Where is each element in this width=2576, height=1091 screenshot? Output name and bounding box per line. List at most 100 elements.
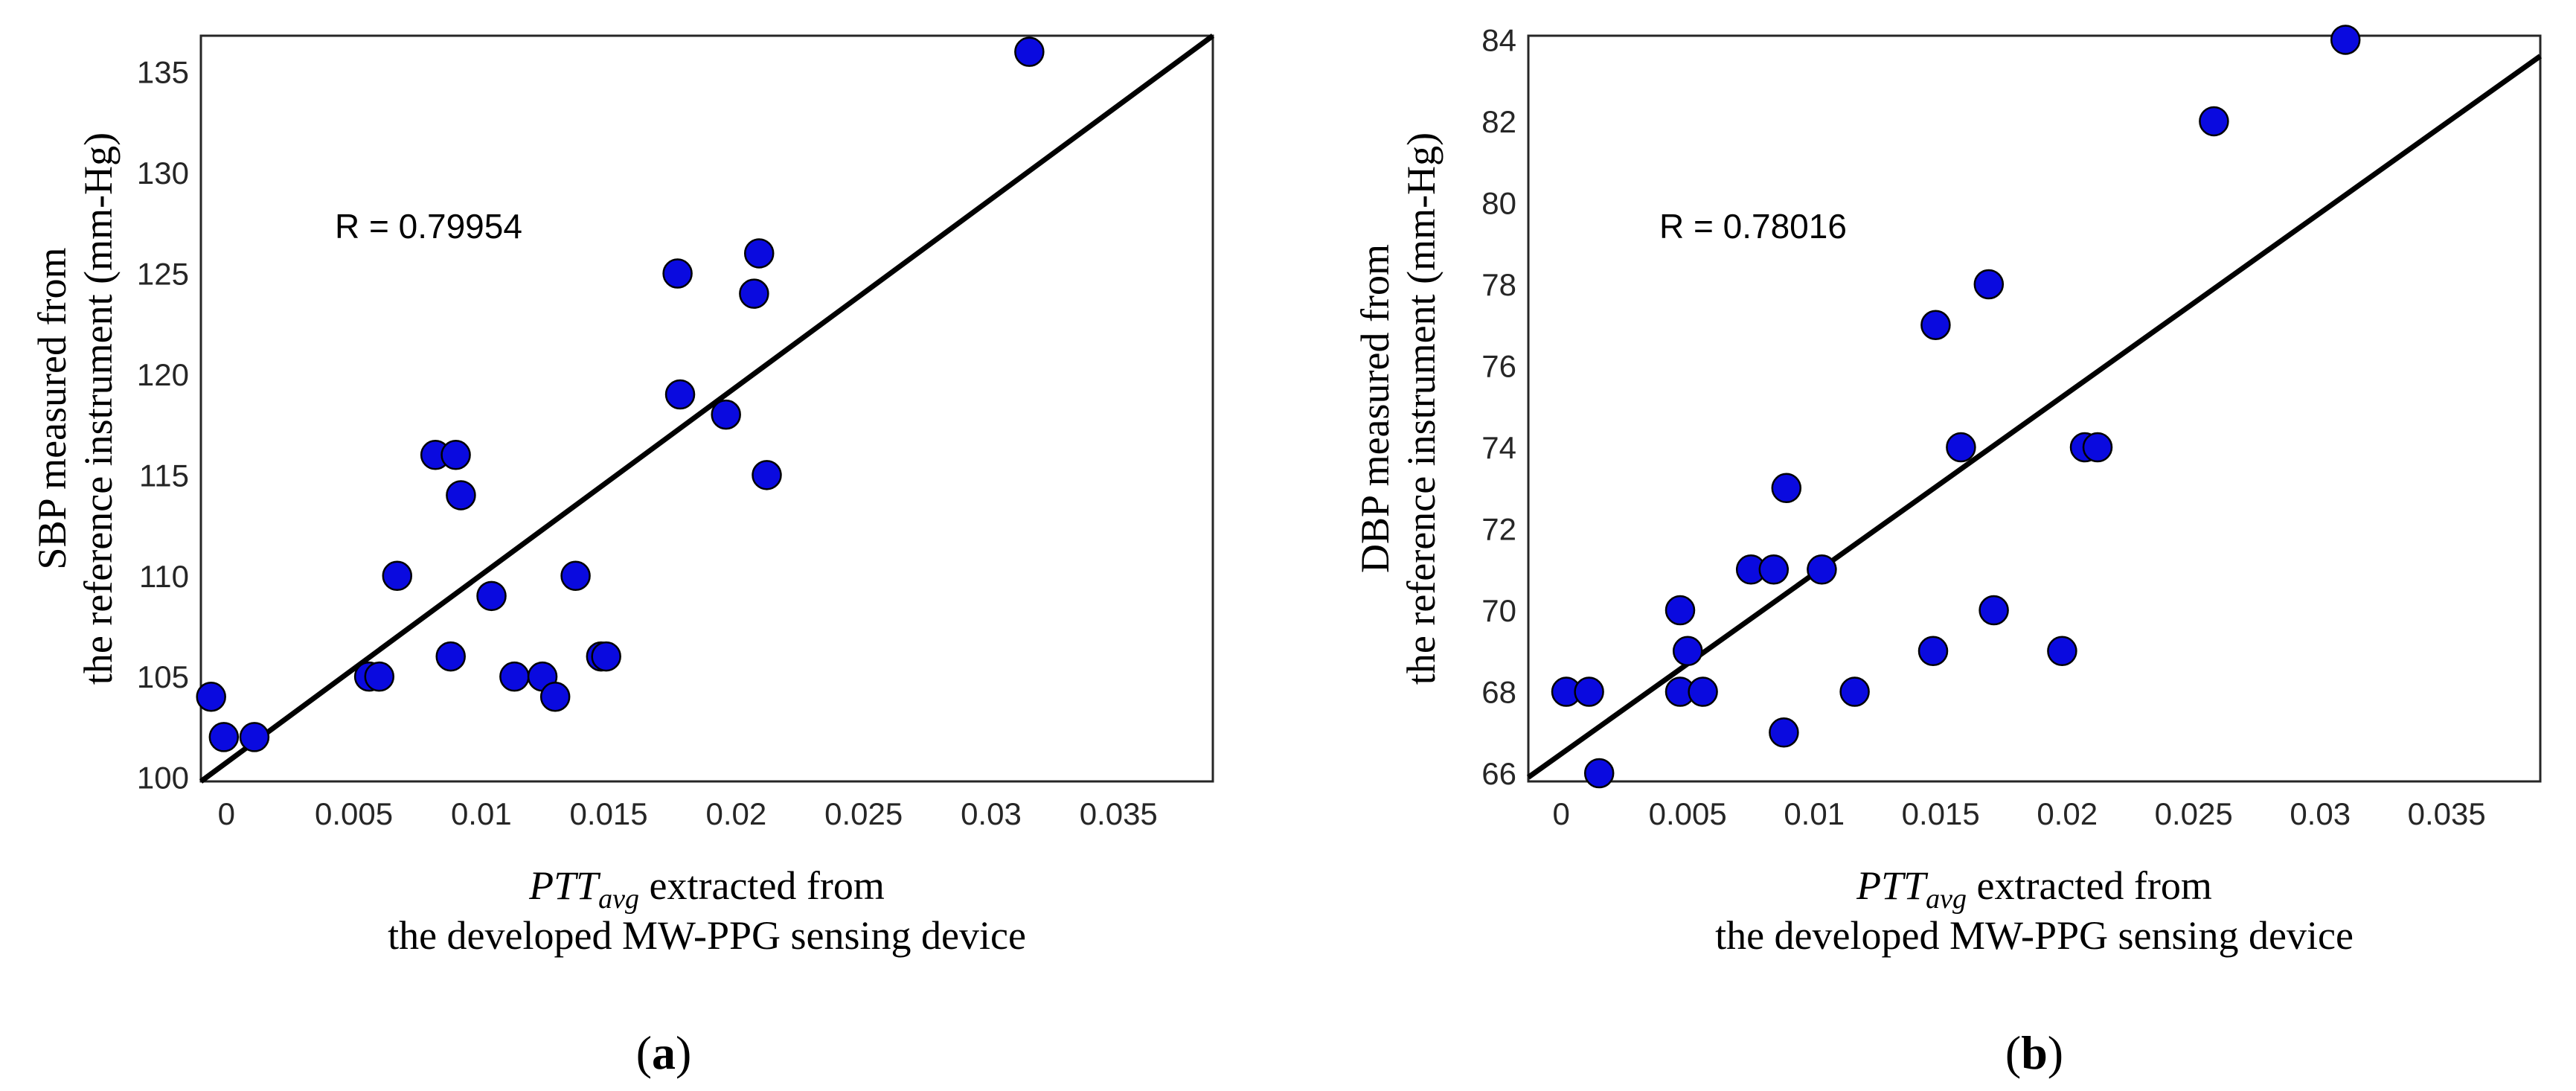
chart-b-data-point — [2047, 636, 2077, 667]
chart-b-x-tick-label: 0.025 — [2155, 796, 2233, 831]
chart-a-data-point — [662, 258, 693, 289]
chart-b-xlabel-var: PTT — [1856, 863, 1929, 908]
chart-b-y-tick-labels: 66 68 70 72 74 76 78 80 82 84 — [1481, 22, 1516, 791]
chart-a-x-tick-label: 0.025 — [824, 796, 903, 831]
chart-a-xlabel-sub: avg — [598, 883, 639, 915]
chart-a-ylabel-line1: SBP measured from — [30, 248, 74, 570]
chart-a-y-tick-labels: 100 105 110 115 120 125 130 135 — [137, 55, 189, 796]
chart-a-y-tick-label: 120 — [137, 357, 189, 392]
chart-b-xlabel-line2: the developed MW-PPG sensing device — [1715, 913, 2354, 958]
chart-a-data-point — [560, 560, 591, 592]
chart-a-xlabel-var: PTT — [528, 863, 601, 908]
chart-b-data-point — [1839, 676, 1870, 707]
chart-b-data-point — [1946, 432, 1976, 463]
chart-b-data-point — [2330, 25, 2361, 55]
chart-b-points — [1551, 25, 2361, 789]
chart-a-xlabel-line2: the developed MW-PPG sensing device — [388, 913, 1026, 958]
chart-b-x-tick-label: 0.03 — [2290, 796, 2351, 831]
chart-b-ylabel-line2: the reference instrument (mm-Hg) — [1399, 132, 1444, 685]
chart-a-sbp: 0 0.005 0.01 0.015 0.02 0.025 0.03 0.035 100 105… — [30, 33, 1215, 1079]
chart-b-data-point — [2082, 432, 2113, 463]
chart-a-y-tick-label: 130 — [137, 156, 189, 191]
chart-b-data-point — [1769, 717, 1799, 748]
chart-a-data-point — [435, 641, 466, 672]
chart-a-x-tick-label: 0.005 — [315, 796, 393, 831]
chart-b-y-tick-label: 70 — [1481, 593, 1516, 628]
chart-a-data-point — [446, 480, 476, 511]
chart-a-regression-line — [199, 33, 1215, 784]
chart-a-data-point — [239, 722, 270, 752]
chart-a-data-point — [499, 661, 530, 692]
chart-a-y-tick-label: 125 — [137, 257, 189, 292]
chart-b-data-point — [1807, 554, 1837, 585]
chart-b-data-point — [2199, 106, 2229, 137]
chart-b-panel-label: (b) — [2005, 1026, 2063, 1079]
chart-a-x-tick-label: 0.015 — [570, 796, 648, 831]
chart-a-data-point — [591, 641, 621, 672]
chart-b-data-point — [1771, 473, 1802, 504]
chart-a-x-tick-label: 0.01 — [451, 796, 512, 831]
chart-b-y-tick-label: 72 — [1481, 512, 1516, 547]
chart-a-y-tick-label: 110 — [139, 559, 189, 594]
chart-b-data-point — [1979, 595, 2009, 626]
chart-a-data-point — [739, 278, 769, 309]
chart-b-data-point — [1758, 554, 1790, 585]
chart-a-data-point — [476, 580, 507, 612]
chart-b-y-tick-label: 82 — [1481, 104, 1516, 139]
chart-a-data-point — [1014, 36, 1045, 67]
chart-a-points — [196, 36, 1045, 752]
chart-b-y-tick-label: 84 — [1481, 22, 1516, 57]
chart-b-y-tick-label: 68 — [1481, 675, 1516, 710]
chart-a-data-point — [752, 460, 782, 490]
chart-b-data-point — [1672, 636, 1703, 667]
chart-a-x-tick-labels: 0 0.005 0.01 0.015 0.02 0.025 0.03 0.035 — [218, 796, 1158, 831]
chart-b-xlabel-rest: extracted from — [1967, 863, 2212, 908]
chart-b-x-tick-label: 0 — [1553, 796, 1570, 831]
chart-b-x-tick-label: 0.02 — [2037, 796, 2098, 831]
chart-b-y-tick-label: 78 — [1481, 267, 1516, 302]
chart-a-panel-label: (a) — [636, 1026, 692, 1079]
chart-b-xlabel-sub: avg — [1926, 883, 1967, 915]
chart-a-y-tick-label: 115 — [139, 458, 189, 493]
chart-a-data-point — [539, 682, 571, 712]
chart-a-data-point — [196, 682, 226, 712]
chart-a-y-tick-label: 100 — [137, 761, 189, 796]
chart-b-y-tick-label: 74 — [1481, 430, 1516, 465]
chart-b-data-point — [1583, 758, 1615, 789]
chart-a-ylabel-line2: the reference instrument (mm-Hg) — [76, 132, 121, 685]
chart-b-dbp: 0 0.005 0.01 0.015 0.02 0.025 0.03 0.035 66 68 70… — [1353, 22, 2543, 1079]
chart-b-y-tick-label: 66 — [1481, 756, 1516, 791]
chart-b-data-point — [1973, 269, 2005, 300]
chart-a-data-point — [208, 722, 240, 752]
chart-b-x-tick-label: 0.01 — [1784, 796, 1845, 831]
chart-a-fit-line-group — [199, 33, 1215, 784]
chart-b-y-tick-label: 76 — [1481, 349, 1516, 384]
chart-a-xlabel-line1: PTTavg extracted from — [528, 863, 885, 915]
chart-a-y-axis-label: SBP measured from the reference instrume… — [30, 132, 121, 685]
chart-b-x-tick-label: 0.035 — [2408, 796, 2486, 831]
chart-a-y-tick-label: 105 — [137, 659, 189, 694]
chart-b-data-point — [1917, 636, 1949, 667]
chart-b-data-point — [1665, 595, 1696, 626]
chart-a-x-tick-label: 0.03 — [961, 796, 1022, 831]
chart-a-data-point — [440, 440, 471, 470]
chart-a-r-annotation: R = 0.79954 — [335, 207, 522, 246]
chart-a-data-point — [664, 379, 696, 410]
chart-b-x-tick-label: 0.005 — [1649, 796, 1727, 831]
chart-b-ylabel-line1: DBP measured from — [1353, 244, 1397, 573]
chart-a-data-point — [711, 399, 741, 430]
chart-a-x-tick-label: 0 — [218, 796, 235, 831]
chart-b-data-point — [1920, 310, 1951, 341]
chart-b-r-annotation: R = 0.78016 — [1659, 207, 1847, 246]
chart-a-xlabel-rest: extracted from — [639, 863, 885, 908]
chart-a-y-tick-label: 135 — [137, 55, 189, 90]
chart-a-x-tick-label: 0.035 — [1080, 796, 1158, 831]
chart-a-data-point — [743, 238, 775, 269]
chart-a-data-point — [364, 661, 395, 692]
chart-a-data-point — [382, 560, 413, 592]
chart-b-data-point — [1688, 676, 1718, 707]
chart-b-x-tick-label: 0.015 — [1902, 796, 1980, 831]
chart-b-y-axis-label: DBP measured from the reference instrume… — [1353, 132, 1444, 685]
chart-b-panel-letter: b — [2021, 1026, 2048, 1079]
